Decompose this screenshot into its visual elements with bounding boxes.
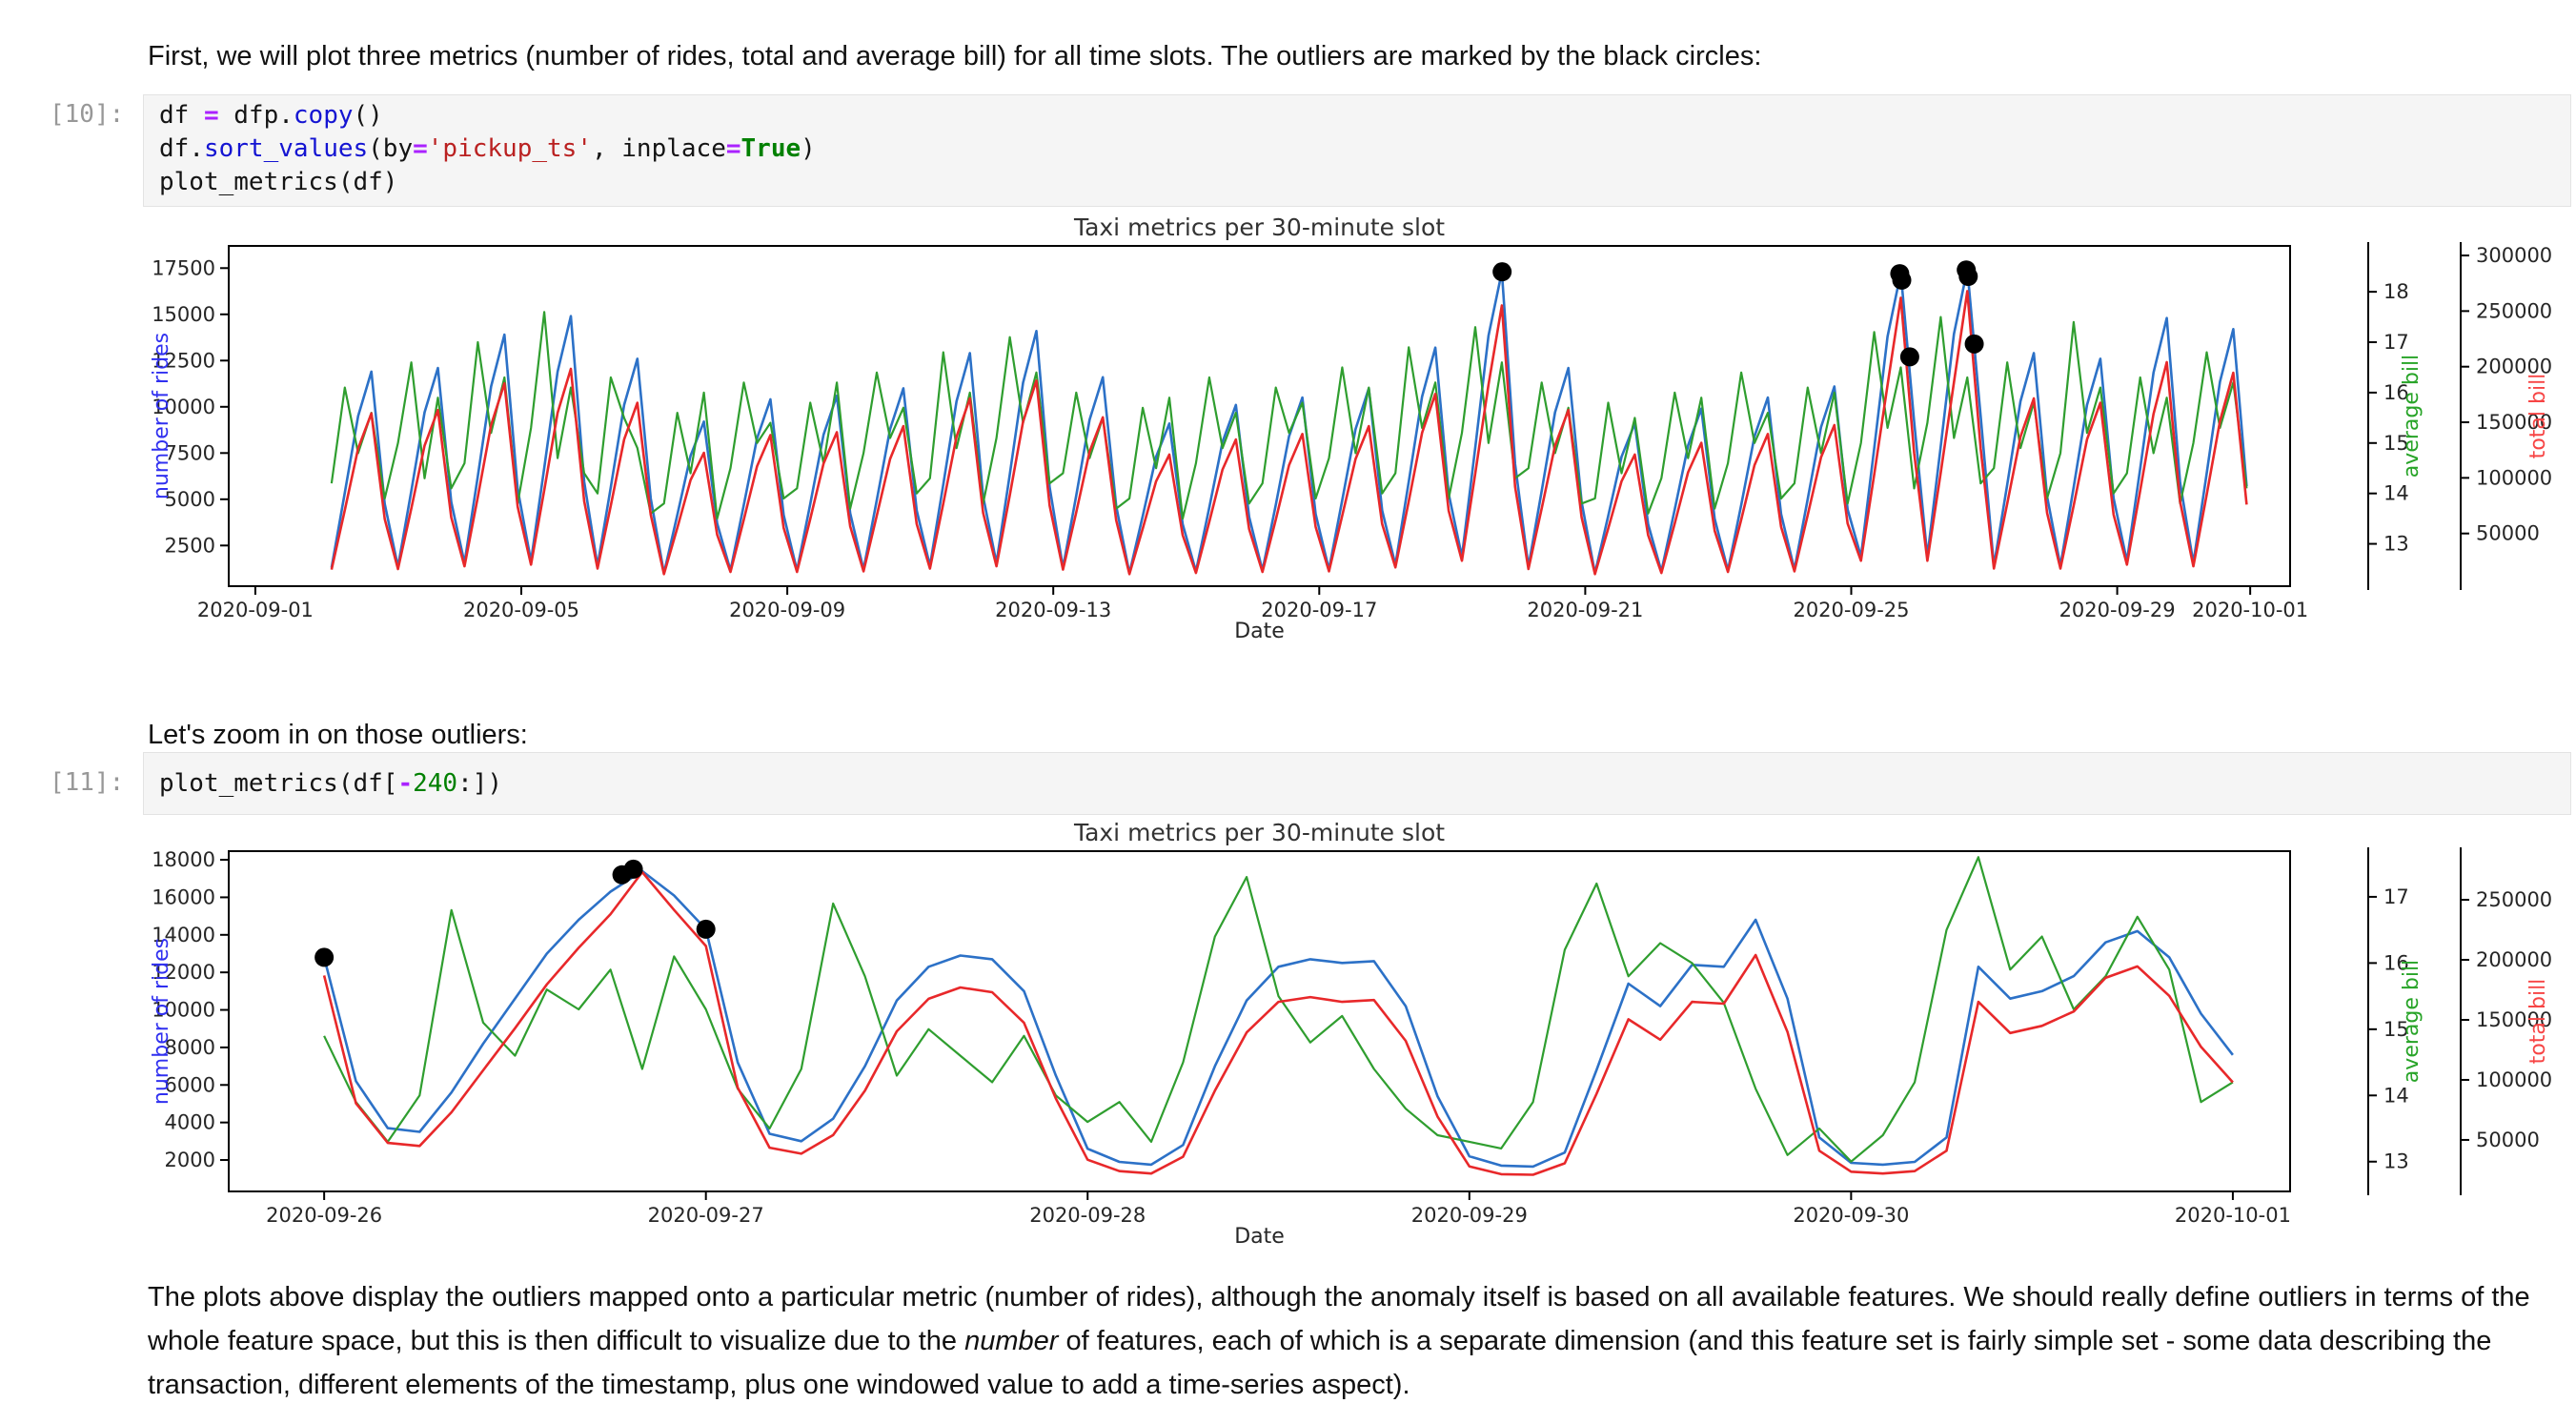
svg-text:15: 15 <box>2383 1018 2409 1041</box>
svg-text:2020-10-01: 2020-10-01 <box>2175 1204 2291 1227</box>
svg-text:15: 15 <box>2383 432 2409 455</box>
plot-border <box>228 245 2291 587</box>
svg-text:18: 18 <box>2383 280 2409 303</box>
outlier-marker <box>623 859 643 879</box>
markdown-intro: First, we will plot three metrics (numbe… <box>148 41 1762 71</box>
svg-text:18000: 18000 <box>152 848 215 871</box>
svg-text:14: 14 <box>2383 1084 2409 1107</box>
code-input-10[interactable]: df = dfp.copy() df.sort_values(by='pickup… <box>159 99 2555 199</box>
paragraph-line: The plots above display the outliers map… <box>148 1282 2530 1312</box>
svg-text:6000: 6000 <box>165 1073 215 1096</box>
svg-text:10000: 10000 <box>152 396 215 418</box>
paragraph-line: whole feature space, but this is then di… <box>148 1326 2492 1356</box>
svg-text:10000: 10000 <box>152 999 215 1022</box>
svg-text:2020-09-05: 2020-09-05 <box>463 599 579 621</box>
svg-text:2020-09-28: 2020-09-28 <box>1029 1204 1146 1227</box>
svg-text:14000: 14000 <box>152 924 215 946</box>
paragraph-line: transaction, different elements of the t… <box>148 1370 1410 1400</box>
svg-text:2020-10-01: 2020-10-01 <box>2192 599 2308 621</box>
svg-text:300000: 300000 <box>2476 244 2552 267</box>
svg-text:12500: 12500 <box>152 349 215 372</box>
svg-text:50000: 50000 <box>2476 522 2540 545</box>
svg-text:Taxi metrics per 30-minute slo: Taxi metrics per 30-minute slot <box>1073 214 1445 241</box>
svg-text:7500: 7500 <box>165 441 215 464</box>
svg-text:Taxi metrics per 30-minute slo: Taxi metrics per 30-minute slot <box>1073 820 1445 846</box>
svg-text:200000: 200000 <box>2476 948 2552 971</box>
svg-text:17: 17 <box>2383 331 2409 354</box>
outlier-marker <box>696 919 716 939</box>
code-cell-10[interactable]: df = dfp.copy() df.sort_values(by='pickup… <box>143 94 2571 207</box>
outlier-marker <box>1958 267 1978 287</box>
svg-text:Date: Date <box>1234 620 1285 643</box>
svg-text:2020-09-13: 2020-09-13 <box>995 599 1111 621</box>
svg-text:50000: 50000 <box>2476 1129 2540 1151</box>
svg-text:2020-09-01: 2020-09-01 <box>197 599 314 621</box>
code-line: plot_metrics(df) <box>159 168 398 196</box>
svg-text:250000: 250000 <box>2476 888 2552 911</box>
svg-text:150000: 150000 <box>2476 1008 2552 1031</box>
svg-text:average bill: average bill <box>2400 960 2424 1083</box>
svg-text:12000: 12000 <box>152 961 215 984</box>
svg-text:Date: Date <box>1234 1225 1285 1249</box>
svg-text:13: 13 <box>2383 533 2409 556</box>
svg-text:2020-09-26: 2020-09-26 <box>266 1204 382 1227</box>
svg-text:15000: 15000 <box>152 303 215 326</box>
svg-text:16000: 16000 <box>152 885 215 908</box>
svg-text:5000: 5000 <box>165 488 215 511</box>
svg-text:2020-09-29: 2020-09-29 <box>2059 599 2176 621</box>
svg-text:total bill: total bill <box>2526 979 2550 1065</box>
svg-text:14: 14 <box>2383 482 2409 505</box>
svg-text:4000: 4000 <box>165 1111 215 1134</box>
svg-text:16: 16 <box>2383 381 2409 404</box>
svg-text:2020-09-09: 2020-09-09 <box>729 599 845 621</box>
plot-border <box>228 850 2291 1192</box>
svg-text:2000: 2000 <box>165 1149 215 1171</box>
markdown-discussion: The plots above display the outliers map… <box>148 1275 2530 1407</box>
svg-text:100000: 100000 <box>2476 466 2552 489</box>
svg-text:2020-09-17: 2020-09-17 <box>1261 599 1377 621</box>
code-line: df = dfp.copy() <box>159 101 383 130</box>
svg-text:2020-09-30: 2020-09-30 <box>1793 1204 1909 1227</box>
outlier-marker <box>1492 262 1512 282</box>
svg-text:number of rides: number of rides <box>150 938 173 1105</box>
code-input-11[interactable]: plot_metrics(df[-240:]) <box>159 767 2555 801</box>
svg-text:13: 13 <box>2383 1150 2409 1173</box>
outlier-marker <box>1892 270 1912 290</box>
svg-text:2020-09-29: 2020-09-29 <box>1411 1204 1528 1227</box>
series-average-bill <box>323 856 2234 1163</box>
svg-text:total bill: total bill <box>2526 374 2550 459</box>
svg-text:17: 17 <box>2383 885 2409 908</box>
svg-text:number of rides: number of rides <box>150 333 173 499</box>
svg-text:17500: 17500 <box>152 256 215 279</box>
svg-text:2020-09-25: 2020-09-25 <box>1793 599 1909 621</box>
svg-text:2020-09-21: 2020-09-21 <box>1527 599 1643 621</box>
svg-text:2020-09-27: 2020-09-27 <box>648 1204 764 1227</box>
svg-text:average bill: average bill <box>2400 355 2424 478</box>
svg-text:150000: 150000 <box>2476 411 2552 434</box>
series-total-bill <box>330 290 2248 576</box>
svg-text:100000: 100000 <box>2476 1068 2552 1091</box>
svg-text:200000: 200000 <box>2476 356 2552 378</box>
outlier-marker <box>1899 347 1919 367</box>
markdown-zoom: Let's zoom in on those outliers: <box>148 720 528 750</box>
chart-taxi-metrics-zoom: Taxi metrics per 30-minute slot 2020-09-2… <box>150 820 2552 1249</box>
cell-prompt-10: [10]: <box>50 100 125 129</box>
code-cell-11[interactable]: plot_metrics(df[-240:]) <box>143 752 2571 815</box>
svg-text:2500: 2500 <box>165 534 215 557</box>
chart-taxi-metrics-all: Taxi metrics per 30-minute slot 2020-09-0… <box>150 214 2552 643</box>
svg-text:8000: 8000 <box>165 1036 215 1059</box>
code-line: df.sort_values(by='pickup_ts', inplace=T… <box>159 134 816 163</box>
series-number-of-rides <box>330 267 2248 575</box>
series-total-bill <box>322 870 2234 1176</box>
outlier-marker <box>1964 334 1984 354</box>
outlier-marker <box>314 947 335 967</box>
svg-text:16: 16 <box>2383 951 2409 974</box>
cell-prompt-11: [11]: <box>50 768 125 797</box>
svg-text:250000: 250000 <box>2476 299 2552 322</box>
code-line: plot_metrics(df[-240:]) <box>159 769 503 798</box>
